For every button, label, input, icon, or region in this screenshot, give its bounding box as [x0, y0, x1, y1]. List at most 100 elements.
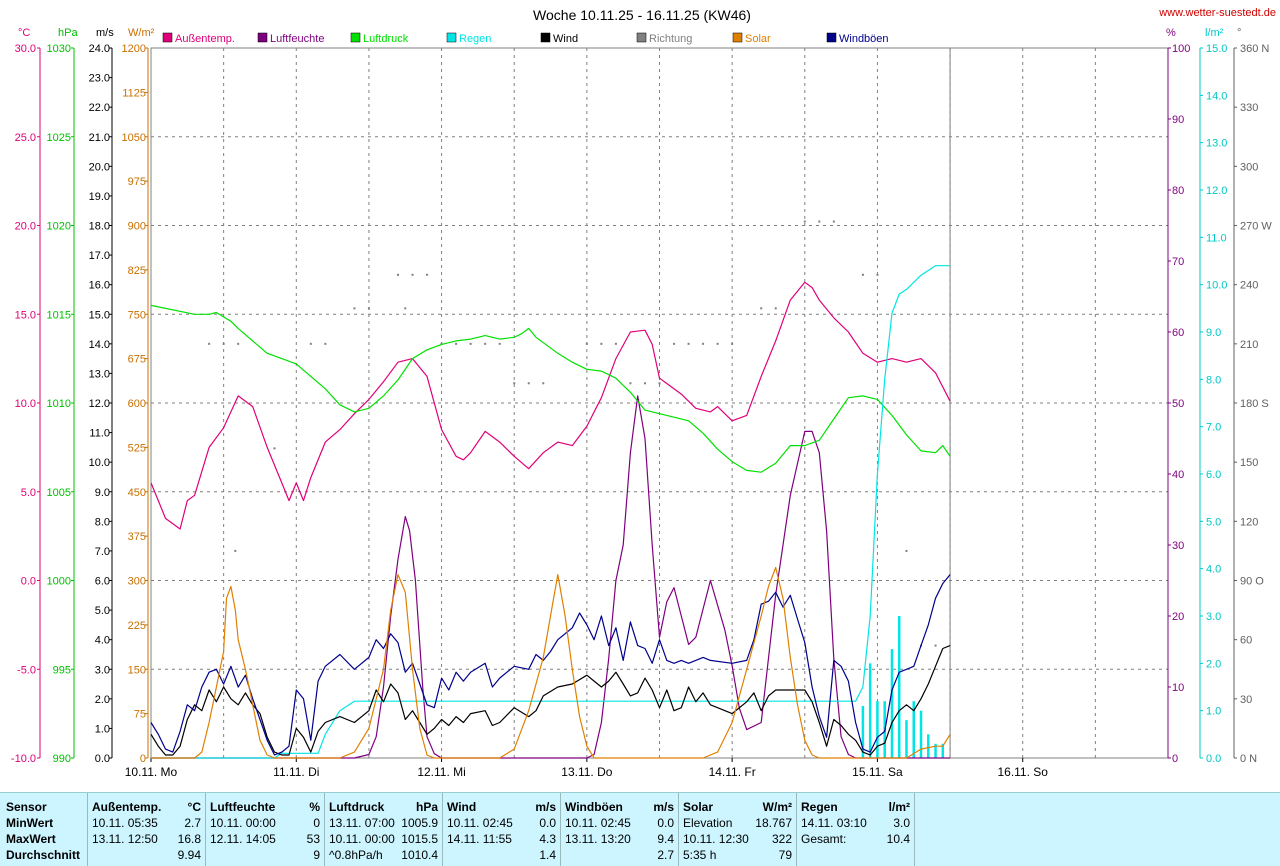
stats-cell-label: ^0.8hPa/h	[329, 848, 383, 862]
stats-row: 9.94	[92, 847, 205, 863]
direction-tick-label: 60	[1240, 635, 1252, 647]
pressure-tick-label: 990	[53, 753, 71, 765]
stats-row: 9	[210, 847, 324, 863]
stats-column: Solar W/m² Elevation 18.767 10.11. 12:30 322 5…	[679, 793, 797, 866]
speed-tick-label: 6.0	[95, 576, 110, 588]
temp-unit-label: °C	[18, 27, 30, 39]
stats-row: 10.11. 02:45 0.0	[565, 815, 678, 831]
rain-bar	[941, 743, 945, 758]
rain-tick-label: 13.0	[1206, 138, 1227, 150]
stats-cell-value: 322	[771, 832, 792, 846]
humidity-tick-label: 80	[1172, 185, 1184, 197]
stats-cell-value: 79	[778, 848, 792, 862]
stats-column-unit: hPa	[415, 800, 438, 814]
legend-label-rain: Regen	[459, 33, 491, 45]
stats-cell-value: 3.0	[893, 816, 910, 830]
legend-label-wind: Wind	[553, 33, 578, 45]
x-tick-label: 16.11. So	[997, 765, 1048, 779]
stats-column-unit: °C	[187, 800, 201, 814]
speed-tick-label: 13.0	[89, 368, 110, 380]
x-tick-label: 11.11. Di	[273, 765, 319, 779]
stats-row: 10.11. 02:45 0.0	[447, 815, 560, 831]
rain-bar	[876, 701, 879, 758]
temp-line	[150, 281, 951, 530]
direction-tick-label: 0 N	[1240, 753, 1257, 765]
pressure-tick-label: 1030	[47, 43, 71, 55]
rain-line	[151, 265, 951, 759]
direction-point	[774, 307, 777, 310]
legend-swatch-temp	[162, 32, 173, 43]
speed-tick-label: 19.0	[89, 191, 110, 203]
stats-row: Solar W/m²	[683, 799, 796, 815]
stats-cell-value: 4.3	[539, 832, 556, 846]
stats-cell-value: 9	[313, 848, 320, 862]
stats-cell-label: 12.11. 14:05	[210, 832, 276, 846]
rain-bar	[890, 649, 894, 758]
site-link[interactable]: www.wetter-suestedt.de	[1158, 7, 1276, 19]
stats-column: Windböen m/s 10.11. 02:45 0.0 13.11. 13:20 9.…	[561, 793, 679, 866]
stats-cell-value: 0.0	[657, 816, 674, 830]
speed-tick-label: 9.0	[95, 487, 110, 499]
solar-tick-label: 1050	[122, 132, 146, 144]
stats-column-unit: l/m²	[888, 800, 910, 814]
direction-point	[353, 307, 356, 310]
humidity-unit-label: %	[1166, 27, 1176, 39]
legend-label-humidity: Luftfeuchte	[270, 33, 324, 45]
pressure-tick-label: 1020	[47, 221, 71, 233]
solar-tick-label: 900	[128, 221, 146, 233]
direction-tick-label: 300	[1240, 161, 1258, 173]
chart-series	[150, 220, 951, 759]
stats-cell-value: 9.4	[657, 832, 674, 846]
legend-swatch-humidity	[257, 32, 268, 43]
x-tick-label: 14.11. Fr	[709, 765, 756, 779]
pressure-line	[150, 304, 951, 473]
direction-point	[818, 220, 821, 223]
stats-row: MinWert	[6, 816, 54, 830]
stats-column-name: Solar	[683, 800, 714, 814]
stats-column-unit: m/s	[535, 800, 556, 814]
humidity-tick-label: 70	[1172, 256, 1184, 268]
humidity-tick-label: 90	[1172, 114, 1184, 126]
direction-point	[469, 342, 472, 345]
direction-point	[803, 220, 806, 223]
stats-column: Luftdruck hPa 13.11. 07:00 1005.9 10.11. 00:…	[325, 793, 443, 866]
chart-grid	[150, 47, 1169, 759]
stats-cell-value: 1.4	[539, 848, 556, 862]
direction-tick-label: 360 N	[1240, 43, 1269, 55]
legend-swatch-rain	[446, 32, 457, 43]
pressure-tick-label: 1010	[47, 398, 71, 410]
direction-point	[309, 342, 312, 345]
stats-cell-value: 1015.5	[401, 832, 438, 846]
humidity-tick-label: 50	[1172, 398, 1184, 410]
speed-tick-label: 21.0	[89, 132, 110, 144]
stats-row: Sensor	[6, 800, 47, 814]
direction-point	[585, 342, 588, 345]
temp-tick-label: 5.0	[21, 487, 36, 499]
stats-row: Durchschnitt	[6, 848, 81, 862]
direction-point	[396, 273, 399, 276]
solar-tick-label: 975	[128, 176, 146, 188]
stats-row: 5:35 h 79	[683, 847, 796, 863]
direction-tick-label: 90 O	[1240, 576, 1264, 588]
stats-column-name: Luftdruck	[329, 800, 385, 814]
stats-column-name: Außentemp.	[92, 800, 162, 814]
legend-label-gusts: Windböen	[839, 33, 889, 45]
humidity-tick-label: 40	[1172, 469, 1184, 481]
statistics-table: Sensor MinWert MaxWert Durchschnitt Außentem…	[0, 792, 1280, 866]
pressure-tick-label: 1005	[47, 487, 71, 499]
legend-label-direction: Richtung	[649, 33, 692, 45]
rain-tick-label: 8.0	[1206, 374, 1221, 386]
speed-tick-label: 2.0	[95, 694, 110, 706]
stats-row: Außentemp. °C	[92, 799, 205, 815]
rain-bar	[868, 663, 872, 758]
speed-tick-label: 22.0	[89, 102, 110, 114]
legend-swatch-direction	[636, 32, 647, 43]
rain-tick-label: 0.0	[1206, 753, 1221, 765]
stats-column-name: Windböen	[565, 800, 623, 814]
stats-cell-label: Gesamt:	[801, 832, 847, 846]
direction-point	[208, 342, 211, 345]
speed-tick-label: 1.0	[95, 723, 110, 735]
direction-point	[905, 549, 908, 552]
rain-bar	[897, 616, 901, 758]
rain-tick-label: 14.0	[1206, 90, 1227, 102]
